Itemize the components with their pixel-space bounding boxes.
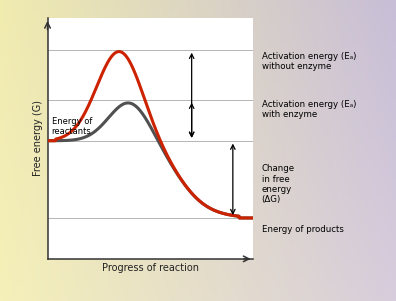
Text: Activation energy (Eₐ)
without enzyme: Activation energy (Eₐ) without enzyme [262,52,356,71]
Text: Energy of products: Energy of products [262,225,344,234]
Y-axis label: Free energy (G): Free energy (G) [33,101,43,176]
Text: Energy of
reactants: Energy of reactants [51,117,92,136]
Text: Change
in free
energy
(ΔG): Change in free energy (ΔG) [262,164,295,204]
X-axis label: Progress of reaction: Progress of reaction [102,263,199,273]
Text: Activation energy (Eₐ)
with enzyme: Activation energy (Eₐ) with enzyme [262,100,356,119]
